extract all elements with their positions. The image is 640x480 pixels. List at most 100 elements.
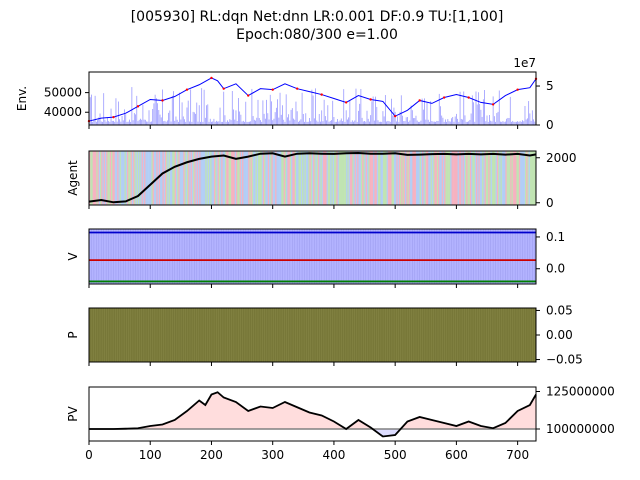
action-band <box>289 151 292 205</box>
policy-fill <box>89 308 536 362</box>
pv-line <box>89 391 537 438</box>
action-band <box>374 151 376 205</box>
action-band <box>493 151 495 205</box>
action-band <box>401 151 403 205</box>
subplot-env: 0 5 1e7 40000 50000 Env. <box>15 56 554 132</box>
y-tick-label: 0.00 <box>546 328 573 342</box>
action-band <box>153 151 156 205</box>
action-band <box>430 151 433 205</box>
action-band <box>130 151 133 205</box>
action-band <box>400 151 402 205</box>
action-band <box>273 151 276 205</box>
action-band <box>502 151 505 205</box>
action-band <box>112 151 114 205</box>
y-tick-label: 0.05 <box>546 303 573 317</box>
action-band <box>431 151 434 205</box>
action-band <box>158 151 161 205</box>
action-band <box>134 151 136 205</box>
action-band <box>151 151 153 205</box>
action-band <box>368 151 370 205</box>
action-band <box>385 151 387 205</box>
action-band <box>123 151 125 205</box>
action-band <box>113 151 116 205</box>
action-band <box>115 151 118 205</box>
action-band <box>234 151 237 205</box>
action-band <box>336 151 338 205</box>
action-band <box>423 151 425 205</box>
action-band <box>434 151 436 205</box>
action-band <box>466 151 468 205</box>
action-band <box>512 151 515 205</box>
action-band <box>120 151 123 205</box>
action-band <box>128 151 130 205</box>
action-band <box>310 151 313 205</box>
action-band <box>270 151 272 205</box>
action-band <box>267 151 270 205</box>
action-band <box>199 151 201 205</box>
subplot-value: 0.0 0.1 V <box>66 228 565 288</box>
action-band <box>427 151 429 205</box>
action-band <box>248 151 250 205</box>
action-band <box>462 151 465 205</box>
action-band <box>424 151 427 205</box>
action-band <box>238 151 240 205</box>
action-band <box>360 151 363 205</box>
action-band <box>326 151 329 205</box>
up-marker <box>222 87 225 90</box>
action-band <box>244 151 247 205</box>
action-band <box>402 151 405 205</box>
action-band <box>306 151 309 205</box>
up-marker <box>112 115 115 119</box>
up-marker <box>369 98 372 101</box>
chart-title-line1: [005930] RL:dqn Net:dnn LR:0.001 DF:0.9 … <box>131 9 504 25</box>
action-band <box>371 151 374 205</box>
action-band <box>316 151 319 205</box>
y-tick-label: −0.05 <box>546 353 583 367</box>
action-band <box>246 151 249 205</box>
action-band <box>119 151 122 205</box>
x-tick-label: 700 <box>506 448 529 462</box>
action-band <box>452 151 455 205</box>
action-band <box>229 151 232 205</box>
y-axis-label: P <box>66 331 80 338</box>
action-band <box>95 151 97 205</box>
action-band <box>412 151 414 205</box>
action-band <box>522 151 525 205</box>
action-band <box>207 151 210 205</box>
action-band <box>172 151 174 205</box>
action-band <box>384 151 386 205</box>
action-band <box>161 151 163 205</box>
action-band <box>210 151 212 205</box>
action-band <box>418 151 420 205</box>
x-tick-label: 100 <box>139 448 162 462</box>
action-band <box>179 151 182 205</box>
action-band <box>490 151 493 205</box>
action-band <box>472 151 474 205</box>
action-band <box>262 151 265 205</box>
action-band <box>108 151 111 205</box>
action-band <box>166 151 168 205</box>
action-band <box>239 151 242 205</box>
up-marker <box>393 114 397 118</box>
action-band <box>200 151 202 205</box>
action-band <box>366 151 369 205</box>
action-band <box>220 151 222 205</box>
action-band <box>358 151 360 205</box>
action-band <box>215 151 217 205</box>
action-band <box>436 151 439 205</box>
action-band <box>444 151 446 205</box>
action-band <box>445 151 447 205</box>
action-band <box>523 151 526 205</box>
action-band <box>206 151 209 205</box>
action-band <box>314 151 316 205</box>
action-band <box>294 151 297 205</box>
action-band <box>106 151 108 205</box>
action-band <box>147 151 150 205</box>
action-band <box>129 151 131 205</box>
action-band <box>249 151 251 205</box>
action-band <box>96 151 98 205</box>
action-band <box>304 151 307 205</box>
action-band <box>516 151 518 205</box>
action-band <box>163 151 166 205</box>
action-band <box>340 151 342 205</box>
